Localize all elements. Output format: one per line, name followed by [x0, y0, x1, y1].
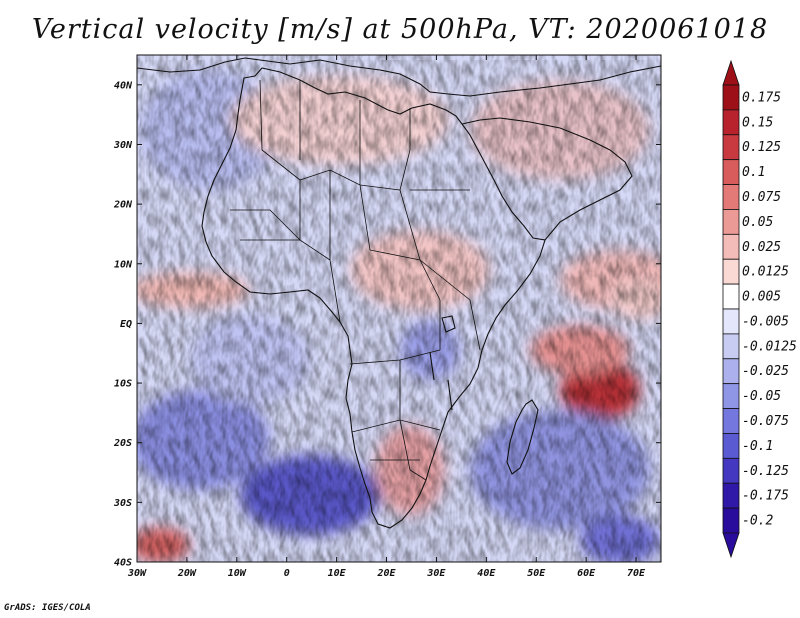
colorbar-label: 0.05 — [742, 215, 773, 230]
lon-tick-label: 10W — [228, 568, 247, 579]
colorbar-label: -0.05 — [742, 389, 781, 404]
lat-tick-label: 30N — [113, 140, 133, 151]
velocity-field — [137, 55, 661, 562]
chart-title: Vertical velocity [m/s] at 500hPa, VT: 2… — [31, 14, 769, 45]
colorbar-swatch — [722, 358, 740, 385]
lon-tick-label: 10E — [328, 568, 347, 579]
colorbar-swatch — [722, 457, 740, 484]
colorbar-label: -0.125 — [742, 464, 789, 479]
colorbar-label: -0.0125 — [742, 339, 797, 354]
lat-tick-label: 10N — [114, 259, 133, 270]
lon-tick-label: 40E — [477, 568, 496, 579]
colorbar-swatch — [722, 109, 740, 136]
colorbar-label: 0.075 — [742, 190, 781, 205]
colorbar-label: -0.025 — [742, 364, 789, 379]
colorbar-arrow-top — [722, 59, 740, 86]
lat-tick-label: 10S — [114, 379, 132, 390]
lon-tick-label: 0 — [284, 568, 290, 579]
lakes — [429, 315, 456, 411]
colorbar-label: 0.025 — [742, 240, 781, 255]
colorbar-label: -0.005 — [742, 314, 789, 329]
lon-tick-label: 30W — [127, 568, 147, 579]
africa-coastline — [201, 67, 546, 529]
colorbar-swatch — [722, 482, 740, 509]
colorbar-swatch — [722, 308, 740, 335]
coastlines — [137, 57, 661, 529]
longitude-axis: 30W 20W 10W 0 10E 20E 30E 40E 50E 60E 70E — [127, 55, 646, 579]
lon-tick-label: 60E — [577, 568, 596, 579]
colorbar-swatch — [722, 283, 740, 310]
colorbar-swatch — [722, 433, 740, 459]
colorbar-label: 0.125 — [742, 140, 781, 155]
madagascar-coastline — [506, 399, 539, 475]
lon-tick-label: 50E — [527, 568, 546, 579]
lat-tick-label: 40N — [114, 80, 133, 91]
lat-tick-label: EQ — [120, 319, 132, 330]
colorbar-swatch — [722, 408, 740, 434]
colorbar-swatch — [722, 159, 740, 185]
colorbar-label: -0.1 — [742, 439, 773, 454]
lat-tick-label: 30S — [113, 498, 132, 509]
colorbar-label: 0.1 — [742, 165, 765, 180]
colorbar-label: 0.0125 — [742, 265, 789, 280]
grads-credit: GrADS: IGES/COLA — [4, 603, 91, 613]
colorbar-swatch — [722, 383, 740, 409]
europe-coastline — [137, 57, 661, 97]
colorbar-swatch — [722, 184, 740, 210]
latitude-axis: 40N 30N 20N 10N EQ 10S 20S 30S 40S — [113, 80, 661, 569]
colorbar-swatch — [722, 209, 740, 235]
colorbar-swatch — [722, 233, 740, 260]
plot-frame — [136, 54, 662, 563]
colorbar-swatch — [722, 507, 740, 534]
lat-tick-label: 20N — [113, 200, 133, 211]
colorbar-label: -0.075 — [742, 414, 789, 429]
colorbar-label: 0.005 — [742, 290, 781, 305]
lat-tick-label: 40S — [114, 558, 132, 569]
colorbar-arrow-bottom — [722, 532, 740, 559]
lon-tick-label: 20E — [376, 568, 396, 579]
colorbar-swatch — [722, 134, 740, 161]
lon-tick-label: 70E — [627, 568, 646, 579]
colorbar-label: 0.175 — [742, 90, 781, 105]
field-texture-red — [140, 60, 661, 562]
colorbar-swatch — [722, 258, 740, 285]
arabia-coastline — [461, 117, 633, 241]
colorbar: 0.175 0.15 0.125 0.1 0.075 0.05 0.025 0.0125 0.0… — [722, 59, 797, 559]
colorbar-label: -0.2 — [742, 514, 773, 529]
lon-tick-label: 20W — [177, 568, 197, 579]
lon-tick-label: 30E — [426, 568, 446, 579]
colorbar-label: -0.175 — [742, 489, 789, 504]
lat-tick-label: 20S — [113, 438, 132, 449]
colorbar-swatch — [722, 84, 740, 111]
borders — [230, 79, 481, 481]
colorbar-label: 0.15 — [742, 115, 773, 130]
colorbar-swatch — [722, 333, 740, 360]
